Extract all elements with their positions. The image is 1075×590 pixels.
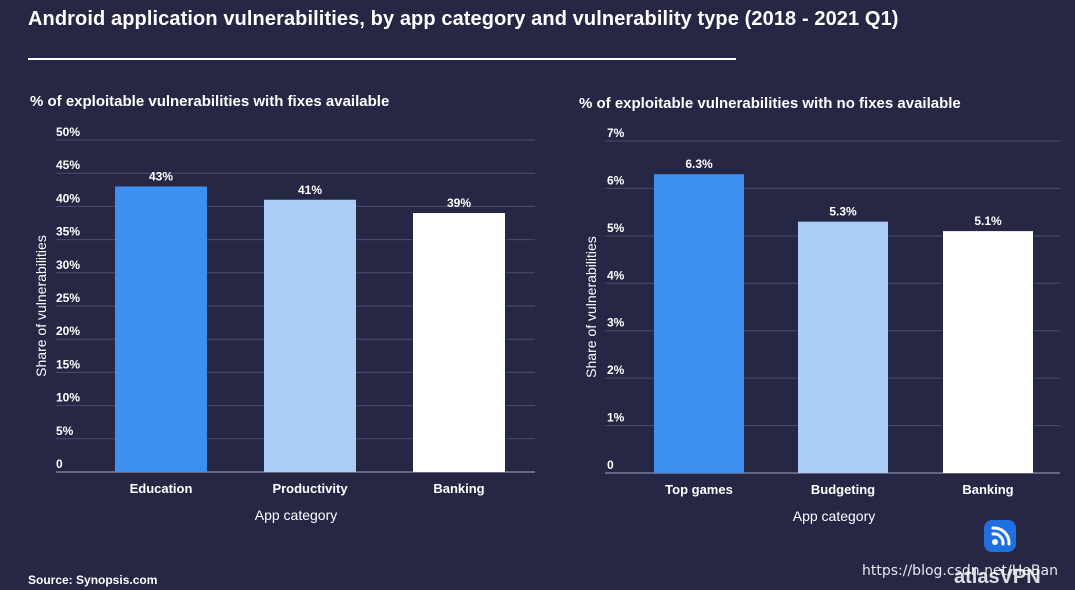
right-y-tick-label-2: 2% bbox=[607, 363, 625, 377]
left-value-label-banking: 39% bbox=[447, 196, 471, 210]
right-category-label-top-games: Top games bbox=[665, 482, 733, 497]
right-value-label-banking: 5.1% bbox=[974, 214, 1002, 228]
atlasvpn-signal-icon bbox=[984, 520, 1016, 552]
right-y-tick-label-6: 6% bbox=[607, 173, 625, 187]
left-bar-education bbox=[115, 186, 207, 473]
right-y-tick-label-4: 4% bbox=[607, 268, 625, 282]
left-chart-subtitle: % of exploitable vulnerabilities with fi… bbox=[30, 93, 390, 110]
right-y-tick-label-5: 5% bbox=[607, 221, 625, 235]
left-y-tick-label-35: 35% bbox=[56, 225, 80, 239]
right-y-tick-label-7: 7% bbox=[607, 126, 625, 140]
title-underline bbox=[28, 58, 736, 60]
right-y-tick-label-1: 1% bbox=[607, 411, 625, 425]
right-bar-top-games bbox=[654, 174, 744, 473]
right-y-axis-title: Share of vulnerabilities bbox=[583, 236, 599, 378]
left-y-tick-label-15: 15% bbox=[56, 357, 80, 371]
right-x-axis-title: App category bbox=[793, 508, 876, 524]
right-value-label-top-games: 6.3% bbox=[685, 157, 713, 171]
right-bar-banking bbox=[943, 231, 1033, 473]
brand-name: atlasVPN bbox=[954, 566, 1041, 588]
left-bar-productivity bbox=[264, 199, 356, 472]
left-value-label-productivity: 41% bbox=[298, 183, 322, 197]
left-y-tick-label-0: 0 bbox=[56, 457, 63, 471]
right-chart-subtitle: % of exploitable vulnerabilities with no… bbox=[579, 95, 961, 112]
right-category-label-banking: Banking bbox=[962, 482, 1013, 497]
left-value-label-education: 43% bbox=[149, 169, 173, 183]
right-category-label-budgeting: Budgeting bbox=[811, 482, 875, 497]
left-y-tick-label-40: 40% bbox=[56, 191, 80, 205]
left-y-tick-label-5: 5% bbox=[56, 424, 74, 438]
left-x-axis-title: App category bbox=[255, 507, 338, 523]
source-note: Source: Synopsis.com bbox=[28, 573, 158, 587]
left-category-label-productivity: Productivity bbox=[272, 481, 348, 496]
left-y-tick-label-10: 10% bbox=[56, 391, 80, 405]
right-y-tick-label-3: 3% bbox=[607, 316, 625, 330]
left-y-tick-label-30: 30% bbox=[56, 258, 80, 272]
left-category-label-banking: Banking bbox=[433, 481, 484, 496]
right-bar-budgeting bbox=[798, 221, 888, 473]
watermark-text: https://blog.csdn.net/HeBan atlasVPN bbox=[862, 563, 1058, 588]
left-category-label-education: Education bbox=[130, 481, 193, 496]
left-y-tick-label-45: 45% bbox=[56, 158, 80, 172]
right-value-label-budgeting: 5.3% bbox=[829, 205, 857, 219]
left-y-tick-label-20: 20% bbox=[56, 324, 80, 338]
watermark-url: https://blog.csdn.net/HeBan bbox=[862, 563, 1058, 579]
left-y-tick-label-50: 50% bbox=[56, 125, 80, 139]
left-y-tick-label-25: 25% bbox=[56, 291, 80, 305]
left-y-axis-title: Share of vulnerabilities bbox=[33, 235, 49, 377]
left-bar-banking bbox=[413, 213, 505, 473]
chart-title: Android application vulnerabilities, by … bbox=[28, 8, 899, 30]
right-y-tick-label-0: 0 bbox=[607, 458, 614, 472]
